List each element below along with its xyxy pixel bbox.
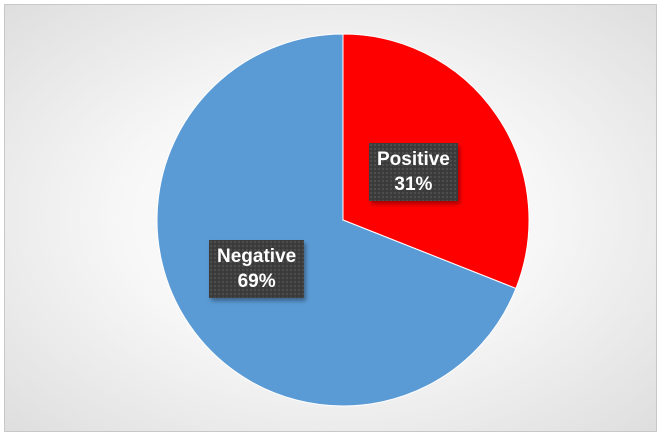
- data-label-positive: Positive 31%: [369, 143, 458, 201]
- data-label-negative: Negative 69%: [209, 240, 305, 298]
- chart-area: Positive 31% Negative 69%: [4, 4, 657, 432]
- data-label-positive-percent: 31%: [394, 174, 433, 195]
- pie-slice-negative: [156, 33, 517, 407]
- data-label-negative-name: Negative: [217, 246, 297, 267]
- data-label-positive-name: Positive: [377, 149, 450, 170]
- data-label-negative-percent: 69%: [237, 271, 276, 292]
- pie-chart: [156, 33, 530, 407]
